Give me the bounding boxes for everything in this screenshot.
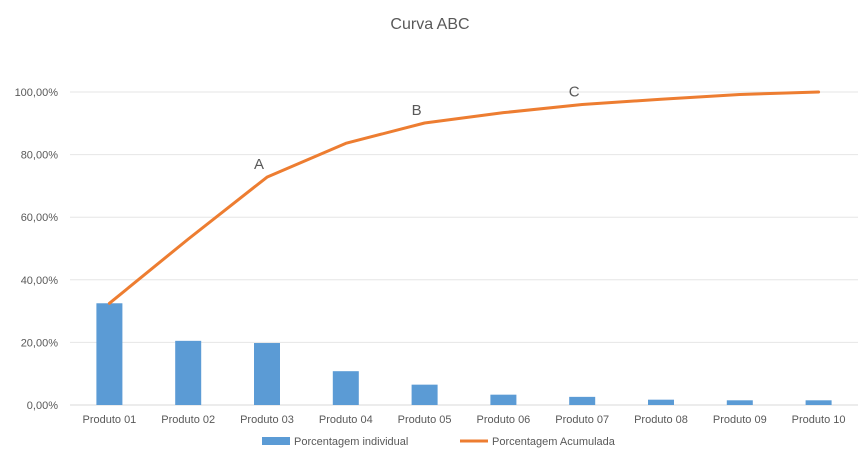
annotation-label: A <box>254 156 264 173</box>
y-axis: 0,00% 20,00% 40,00% 60,00% 80,00% 100,00% <box>15 87 59 412</box>
bar-porcentagem-individual <box>254 343 280 405</box>
x-tick-label: Produto 01 <box>82 414 136 426</box>
y-tick-label: 0,00% <box>27 400 58 412</box>
x-tick-label: Produto 04 <box>319 414 373 426</box>
bar-porcentagem-individual <box>805 400 832 405</box>
legend-label: Porcentagem Acumulada <box>492 436 616 448</box>
bar-porcentagem-individual <box>569 396 596 405</box>
y-tick-label: 40,00% <box>21 275 59 287</box>
line-porcentagem-acumulada <box>107 90 821 305</box>
legend-swatch-bar <box>262 437 290 445</box>
legend-label: Porcentagem individual <box>294 436 408 448</box>
bar-porcentagem-individual <box>96 303 123 405</box>
x-tick-label: Produto 10 <box>792 414 846 426</box>
gridlines <box>70 91 858 406</box>
legend: Porcentagem individual Porcentagem Acumul… <box>262 436 616 448</box>
y-tick-label: 60,00% <box>21 212 59 224</box>
x-tick-label: Produto 07 <box>555 414 609 426</box>
y-tick-label: 80,00% <box>21 150 59 162</box>
bar-porcentagem-individual <box>411 384 438 405</box>
bar-porcentagem-individual <box>490 394 517 405</box>
annotation-label: C <box>569 84 580 101</box>
bar-porcentagem-individual <box>648 399 674 405</box>
bar-porcentagem-individual <box>175 340 202 405</box>
x-tick-label: Produto 09 <box>713 414 767 426</box>
bar-series <box>96 303 832 405</box>
x-tick-label: Produto 03 <box>240 414 294 426</box>
x-tick-label: Produto 08 <box>634 414 688 426</box>
bar-porcentagem-individual <box>332 371 359 405</box>
line-series <box>107 90 821 305</box>
x-axis: Produto 01 Produto 02 Produto 03 Produto 04… <box>82 414 845 426</box>
annotations: A B C <box>254 84 580 174</box>
y-tick-label: 20,00% <box>21 337 59 349</box>
x-tick-label: Produto 02 <box>161 414 215 426</box>
annotation-label: B <box>412 102 422 119</box>
bar-porcentagem-individual <box>726 400 753 405</box>
x-tick-label: Produto 05 <box>398 414 452 426</box>
x-tick-label: Produto 06 <box>476 414 530 426</box>
chart-title: Curva ABC <box>390 16 469 33</box>
y-tick-label: 100,00% <box>15 87 59 99</box>
